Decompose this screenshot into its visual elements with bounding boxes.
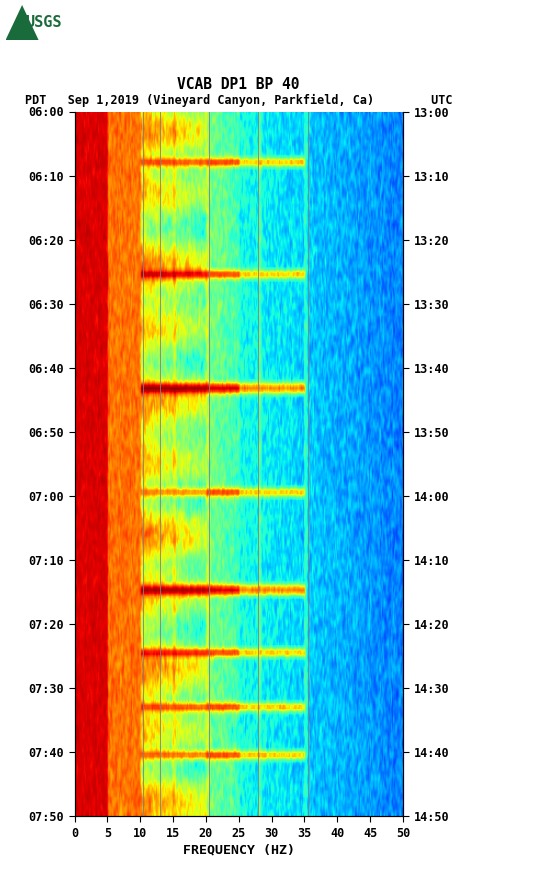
Text: VCAB DP1 BP 40: VCAB DP1 BP 40 <box>177 77 300 92</box>
Polygon shape <box>6 5 39 40</box>
Text: PDT   Sep 1,2019 (Vineyard Canyon, Parkfield, Ca)        UTC: PDT Sep 1,2019 (Vineyard Canyon, Parkfie… <box>25 94 452 107</box>
Text: USGS: USGS <box>25 14 62 29</box>
X-axis label: FREQUENCY (HZ): FREQUENCY (HZ) <box>183 844 295 856</box>
